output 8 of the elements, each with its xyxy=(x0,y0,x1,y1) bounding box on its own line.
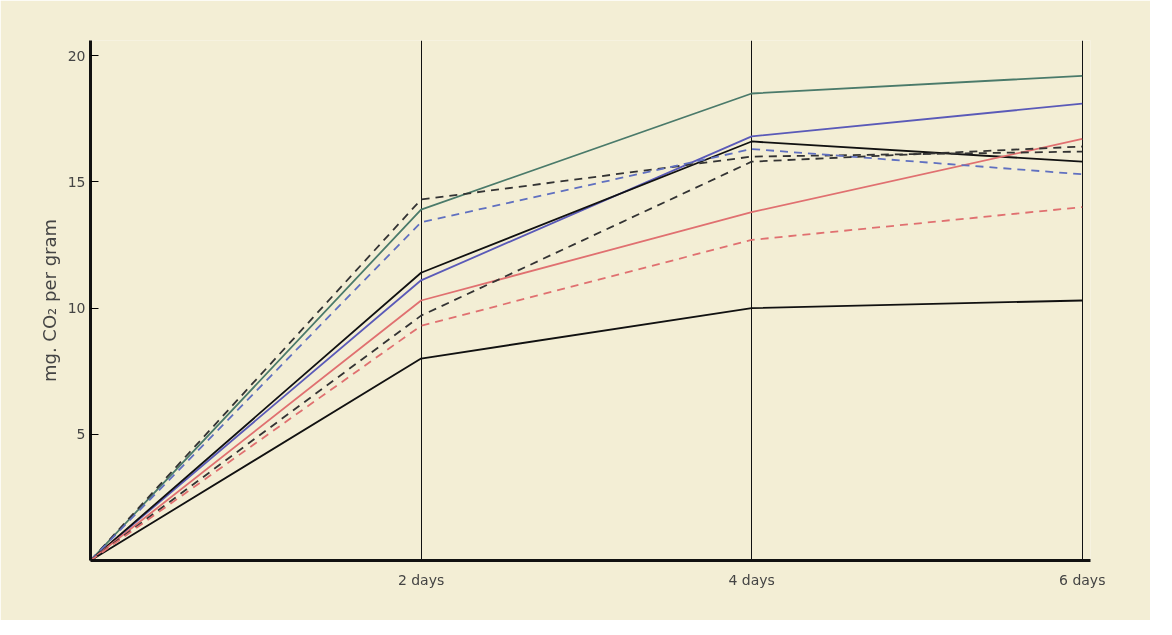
y-axis-title: mg. CO₂ per gram xyxy=(38,218,60,383)
y-tick-label: 5 xyxy=(76,426,86,443)
x-tick-label: 2 days xyxy=(397,571,445,588)
y-tick-label: 10 xyxy=(67,300,86,317)
y-tick-label: 20 xyxy=(67,47,86,64)
x-tick-label: 6 days xyxy=(1059,571,1106,588)
x-tick-label: 4 days xyxy=(728,571,775,588)
y-tick-label: 15 xyxy=(67,173,86,190)
